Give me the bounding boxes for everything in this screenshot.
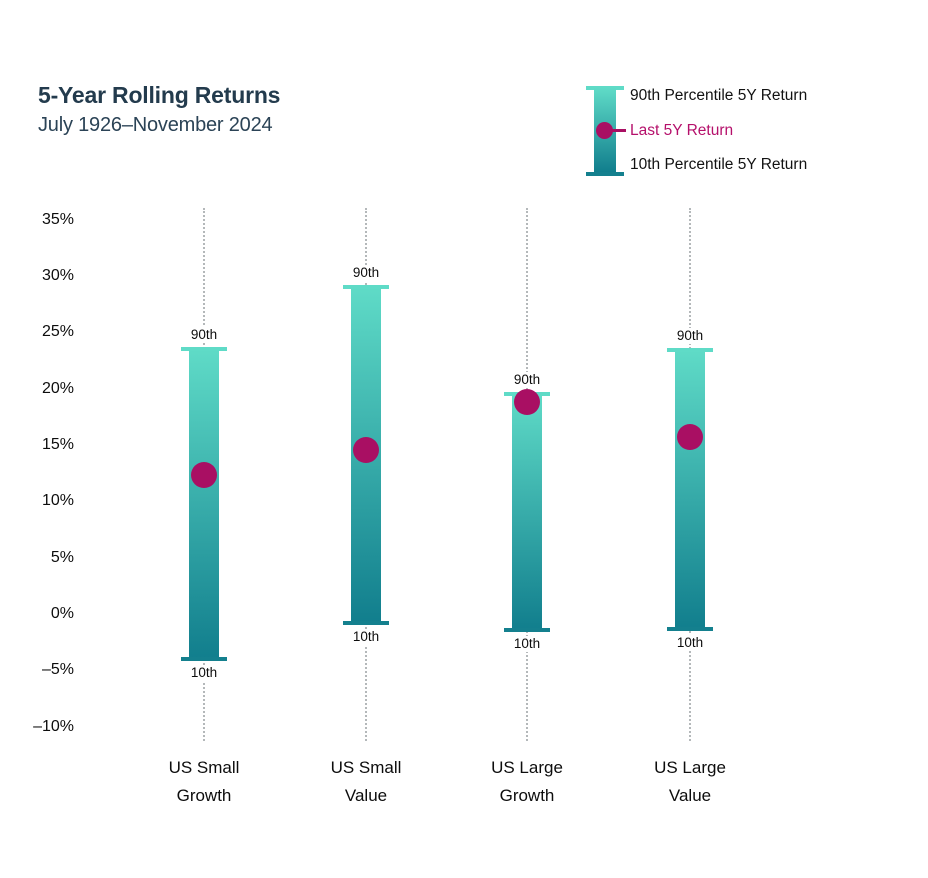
legend-last-return-dot-icon	[596, 122, 613, 139]
legend: 90th Percentile 5Y Return Last 5Y Return…	[586, 84, 906, 184]
y-axis-tick-label: –5%	[41, 661, 74, 679]
y-axis-tick-label: 30%	[41, 267, 74, 285]
chart-title: 5-Year Rolling Returns	[38, 82, 281, 108]
legend-90th-label: 90th Percentile 5Y Return	[630, 87, 808, 104]
percentile-range-bar	[189, 349, 219, 660]
category-label-line: US Large	[654, 758, 726, 777]
last-5y-return-dot	[514, 389, 540, 416]
percentile-range-bar	[512, 394, 542, 630]
y-axis-tick-label: 10%	[41, 492, 74, 510]
y-axis-tick-label: 5%	[50, 548, 74, 566]
category-label-line: Growth	[499, 786, 555, 805]
y-axis-tick-label: 0%	[50, 605, 74, 622]
legend-10th-cap	[586, 172, 624, 176]
ninetieth-percentile-label: 90th	[343, 265, 389, 282]
percentile-range-bar	[675, 350, 705, 629]
legend-10th-label: 10th Percentile 5Y Return	[630, 156, 808, 173]
y-axis-tick-label: 20%	[41, 379, 74, 397]
ninetieth-percentile-label: 90th	[504, 372, 550, 389]
legend-last-label: Last 5Y Return	[630, 122, 734, 139]
y-axis-tick-label: –10%	[33, 717, 74, 735]
ninetieth-percentile-label: 90th	[181, 327, 227, 344]
tenth-percentile-label: 10th	[181, 665, 227, 682]
category-label-line: Growth	[176, 786, 232, 805]
tenth-percentile-label: 10th	[667, 634, 713, 651]
tenth-percentile-cap	[343, 621, 389, 625]
category-label: US Small Value	[296, 754, 436, 810]
tenth-percentile-cap	[504, 627, 550, 632]
tenth-percentile-label: 10th	[343, 629, 389, 645]
last-5y-return-dot	[191, 462, 217, 489]
y-axis-tick-label: 25%	[41, 323, 74, 341]
category-label: US Large Growth	[457, 754, 597, 810]
tenth-percentile-cap	[181, 657, 227, 662]
chart-subtitle: July 1926–November 2024	[38, 114, 273, 136]
last-5y-return-dot	[677, 424, 703, 451]
ninetieth-percentile-cap	[667, 348, 713, 353]
category-label-line: US Large	[491, 758, 563, 777]
y-axis-tick-label: 35%	[41, 210, 74, 228]
tenth-percentile-cap	[667, 626, 713, 631]
tenth-percentile-label: 10th	[504, 635, 550, 652]
last-5y-return-dot	[353, 436, 379, 463]
ninetieth-percentile-label: 90th	[667, 328, 713, 345]
category-label-line: US Small	[168, 758, 240, 777]
category-label-line: Value	[668, 786, 712, 805]
category-label-line: US Small	[330, 758, 402, 777]
category-label-line: Value	[344, 786, 388, 805]
category-label: US Small Growth	[134, 754, 274, 810]
category-label: US Large Value	[620, 754, 760, 810]
ninetieth-percentile-cap	[181, 347, 227, 352]
y-axis-tick-label: 15%	[41, 436, 74, 453]
legend-last-return-dash-icon	[612, 129, 626, 132]
ninetieth-percentile-cap	[343, 285, 389, 290]
